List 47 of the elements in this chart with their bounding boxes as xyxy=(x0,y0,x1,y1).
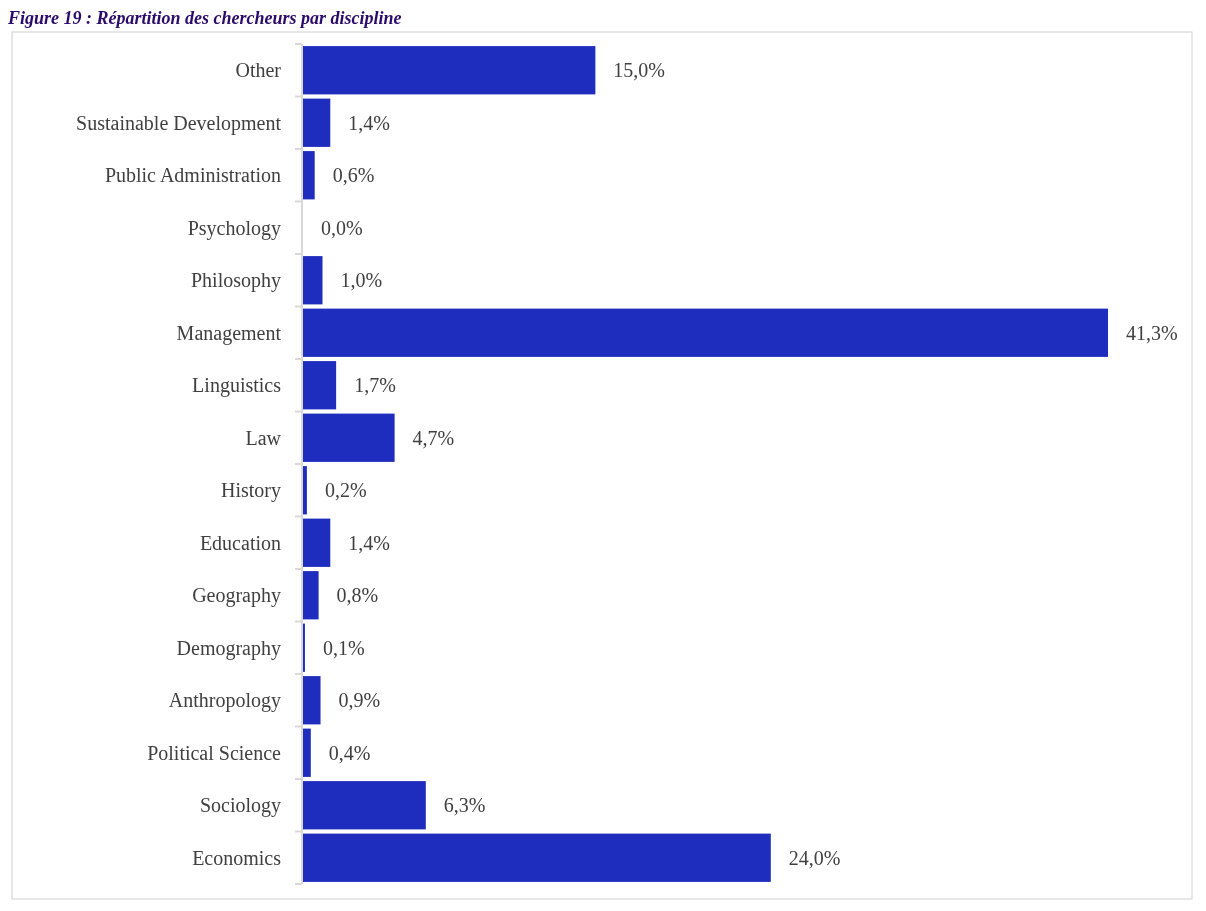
data-label: 0,1% xyxy=(322,636,365,659)
data-label: 0,8% xyxy=(336,584,379,607)
y-tick-label: History xyxy=(221,479,281,503)
data-label: 1,4% xyxy=(348,531,390,554)
y-tick-label: Geography xyxy=(192,584,281,608)
y-tick-label: Law xyxy=(245,426,282,449)
bar xyxy=(303,308,1108,357)
y-tick-label: Economics xyxy=(192,846,282,869)
y-tick-label: Education xyxy=(199,531,281,554)
bar xyxy=(303,676,321,725)
bar xyxy=(303,728,311,777)
y-tick-label: Psychology xyxy=(187,216,281,240)
bar xyxy=(303,413,395,462)
data-label: 1,0% xyxy=(340,269,383,292)
y-tick-label: Anthropology xyxy=(168,689,281,713)
y-tick-label: Management xyxy=(176,321,282,345)
bar xyxy=(303,518,331,567)
data-label: 1,4% xyxy=(348,111,390,134)
bar xyxy=(303,466,307,515)
y-tick-label: Other xyxy=(235,59,282,82)
bar xyxy=(303,571,319,620)
bar xyxy=(303,46,596,95)
bar xyxy=(303,256,323,305)
y-tick-label: Demography xyxy=(176,636,281,660)
bar xyxy=(303,151,315,200)
bar xyxy=(303,781,426,830)
y-tick-label: Public Administration xyxy=(104,164,281,187)
chart-title: Figure 19 : Répartition des chercheurs par discipline xyxy=(7,8,402,28)
data-label: 4,7% xyxy=(412,426,455,449)
data-label: 1,7% xyxy=(354,374,396,397)
y-tick-label: Philosophy xyxy=(190,269,281,293)
y-tick-label: Sociology xyxy=(199,794,281,818)
data-label: 0,4% xyxy=(328,741,371,764)
data-label: 0,2% xyxy=(324,479,367,502)
data-label: 24,0% xyxy=(788,846,841,869)
data-label: 15,0% xyxy=(613,59,666,82)
bar xyxy=(303,833,771,882)
data-label: 41,3% xyxy=(1126,321,1178,344)
bar xyxy=(303,98,331,147)
data-label: 0,0% xyxy=(321,216,363,239)
data-label: 0,6% xyxy=(332,164,375,187)
data-label: 0,9% xyxy=(338,689,381,712)
data-label: 6,3% xyxy=(443,794,486,817)
y-tick-label: Sustainable Development xyxy=(76,111,282,135)
y-tick-label: Political Science xyxy=(147,741,282,764)
y-tick-label: Linguistics xyxy=(192,374,282,398)
bar xyxy=(303,361,337,410)
